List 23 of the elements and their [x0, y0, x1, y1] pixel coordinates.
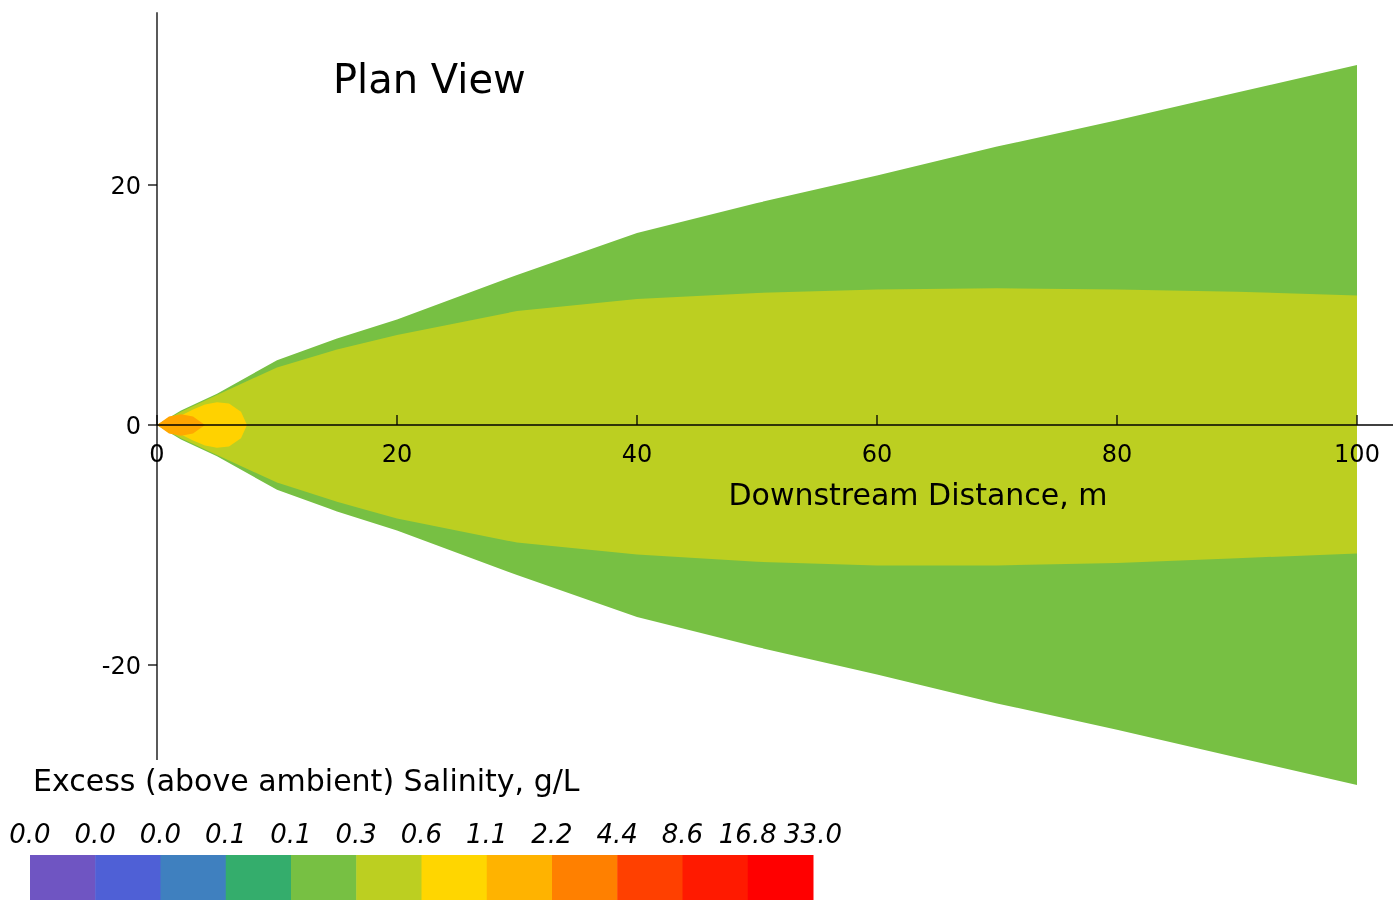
x-axis-title: Downstream Distance, m [728, 477, 1108, 512]
text: 0.1 [205, 819, 247, 849]
y-tick-label: -20 [101, 652, 141, 680]
text: 4.4 [596, 819, 638, 849]
text: 2.2 [531, 819, 573, 849]
text: 0.6 [400, 819, 443, 849]
text: 8.6 [661, 819, 704, 849]
y-tick-label: 0 [125, 412, 141, 440]
x-tick-label: 80 [1101, 440, 1133, 468]
text: Plan View [333, 56, 526, 102]
x-tick-label: 40 [621, 440, 653, 468]
text: 1.1 [466, 819, 508, 849]
text: 0.0 [139, 819, 182, 849]
x-tick-label: 60 [861, 440, 893, 468]
text: 33.0 [784, 819, 842, 849]
x-tick-label: 20 [381, 440, 413, 468]
legend-title: Excess (above ambient) Salinity, g/L [33, 763, 580, 798]
text: 0.1 [270, 819, 312, 849]
text: 0.0 [74, 819, 116, 849]
text: 0.0 [9, 819, 51, 849]
text: 0.3 [335, 819, 377, 849]
y-tick-label: 20 [110, 172, 141, 200]
text: 16.8 [718, 819, 777, 849]
